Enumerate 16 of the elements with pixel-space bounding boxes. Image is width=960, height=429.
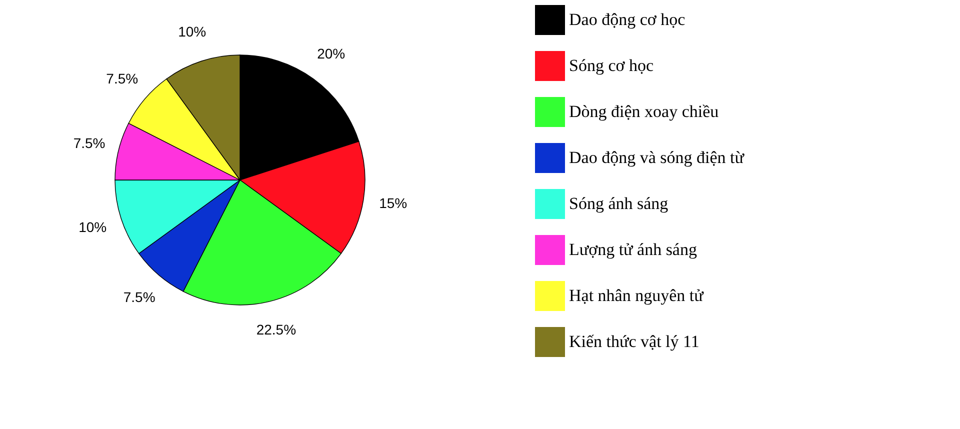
legend-label: Sóng cơ học (569, 56, 654, 75)
legend-label: Dao động và sóng điện từ (569, 148, 745, 167)
legend-label: Sóng ánh sáng (569, 194, 669, 213)
data-label: 10% (78, 218, 107, 235)
data-label: 15% (379, 195, 408, 212)
legend-label: Hạt nhân nguyên tử (569, 286, 704, 305)
data-label: 7.5% (73, 134, 106, 151)
data-label: 22.5% (256, 322, 296, 338)
legend-label: Dao động cơ học (569, 10, 686, 29)
data-label: 7.5% (106, 70, 138, 86)
legend-label: Lượng tử ánh sáng (569, 240, 698, 259)
legend-label: Dòng điện xoay chiều (569, 102, 720, 121)
data-label: 10% (178, 24, 206, 40)
legend-label: Kiến thức vật lý 11 (569, 332, 700, 351)
data-label: 20% (317, 46, 346, 62)
data-label: 7.5% (123, 288, 156, 305)
